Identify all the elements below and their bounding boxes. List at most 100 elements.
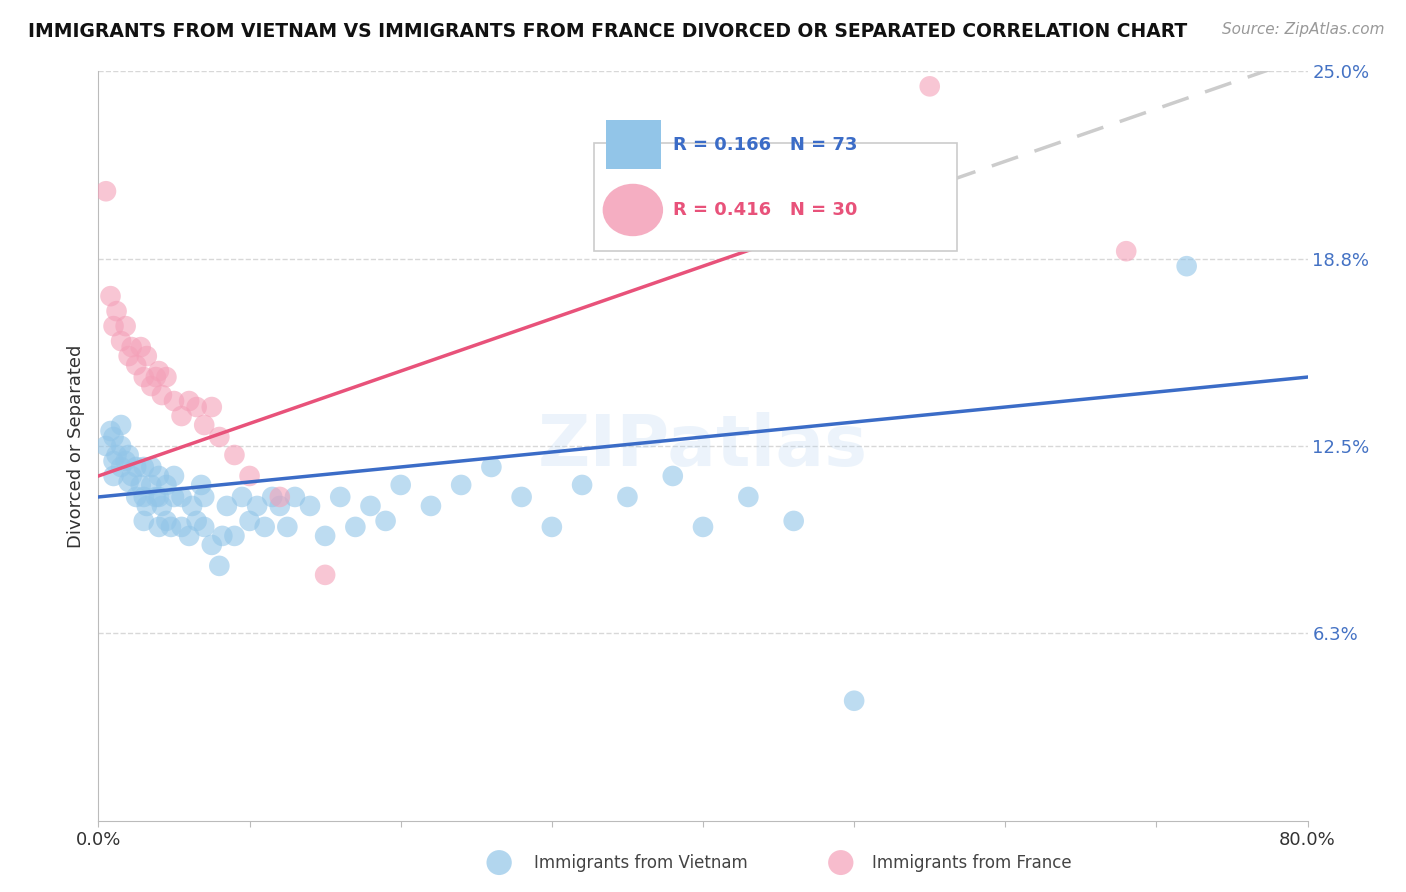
Text: Immigrants from France: Immigrants from France [872, 855, 1071, 872]
Point [208, 558, 231, 573]
Point [231, 490, 253, 504]
Point [110, 439, 132, 453]
Point [105, 304, 128, 318]
FancyBboxPatch shape [595, 143, 957, 252]
Point [170, 520, 193, 534]
Point [344, 520, 367, 534]
Point [360, 499, 382, 513]
Point [148, 469, 170, 483]
Point [132, 460, 155, 475]
Point [186, 400, 208, 414]
Point [450, 478, 472, 492]
Point [193, 417, 215, 432]
Point [170, 409, 193, 423]
Point [155, 370, 177, 384]
Point [179, 529, 201, 543]
Point [145, 490, 167, 504]
Point [661, 469, 683, 483]
Point [129, 340, 152, 354]
Point [269, 499, 291, 513]
Point [215, 499, 238, 513]
Text: Source: ZipAtlas.com: Source: ZipAtlas.com [1222, 22, 1385, 37]
Point [135, 349, 157, 363]
Point [170, 490, 193, 504]
Point [262, 490, 284, 504]
Point [314, 567, 336, 582]
Point [103, 319, 125, 334]
Point [125, 460, 148, 475]
Point [239, 514, 262, 528]
Point [163, 490, 186, 504]
Ellipse shape [603, 184, 664, 236]
Point [132, 490, 155, 504]
Point [918, 79, 941, 94]
Point [103, 469, 125, 483]
Point [269, 490, 291, 504]
Point [163, 394, 186, 409]
Point [118, 475, 141, 489]
Point [155, 514, 177, 528]
Point [239, 469, 262, 483]
Point [163, 469, 186, 483]
Point [284, 490, 307, 504]
Point [135, 499, 157, 513]
Point [193, 490, 215, 504]
Point [208, 430, 231, 444]
Point [299, 499, 322, 513]
Point [186, 514, 208, 528]
Text: Immigrants from Vietnam: Immigrants from Vietnam [534, 855, 748, 872]
Point [783, 514, 806, 528]
Point [141, 478, 163, 492]
Point [141, 460, 163, 475]
Point [420, 499, 443, 513]
Point [844, 694, 866, 708]
Point [148, 520, 170, 534]
Point [510, 490, 533, 504]
Point [121, 340, 143, 354]
Point [692, 520, 714, 534]
Point [132, 370, 155, 384]
Point [246, 499, 269, 513]
Point [481, 460, 503, 475]
Point [94, 184, 117, 198]
Point [121, 469, 143, 483]
Point [129, 478, 152, 492]
Point [571, 478, 593, 492]
Point [125, 358, 148, 372]
Point [118, 349, 141, 363]
Point [276, 520, 298, 534]
Point [145, 370, 167, 384]
Point [150, 499, 173, 513]
Point [100, 424, 122, 438]
Point [737, 490, 759, 504]
Point [179, 394, 201, 409]
Point [148, 490, 170, 504]
Point [1175, 259, 1198, 273]
Text: IMMIGRANTS FROM VIETNAM VS IMMIGRANTS FROM FRANCE DIVORCED OR SEPARATED CORRELAT: IMMIGRANTS FROM VIETNAM VS IMMIGRANTS FR… [28, 22, 1188, 41]
Text: ZIPatlas: ZIPatlas [538, 411, 868, 481]
Point [314, 529, 336, 543]
Point [201, 538, 224, 552]
Point [103, 454, 125, 468]
Y-axis label: Divorced or Separated: Divorced or Separated [66, 344, 84, 548]
Point [193, 520, 215, 534]
Point [110, 417, 132, 432]
Text: R = 0.166   N = 73: R = 0.166 N = 73 [672, 136, 858, 153]
Point [374, 514, 396, 528]
Point [1115, 244, 1137, 259]
Point [190, 478, 212, 492]
Point [141, 379, 163, 393]
Point [103, 430, 125, 444]
Point [148, 364, 170, 378]
Text: R = 0.416   N = 30: R = 0.416 N = 30 [672, 201, 858, 219]
Point [132, 514, 155, 528]
Point [616, 490, 638, 504]
Point [150, 388, 173, 402]
Point [201, 400, 224, 414]
Point [389, 478, 412, 492]
Point [181, 499, 204, 513]
FancyBboxPatch shape [606, 120, 661, 169]
Point [211, 529, 233, 543]
Point [105, 448, 128, 462]
Point [253, 520, 276, 534]
